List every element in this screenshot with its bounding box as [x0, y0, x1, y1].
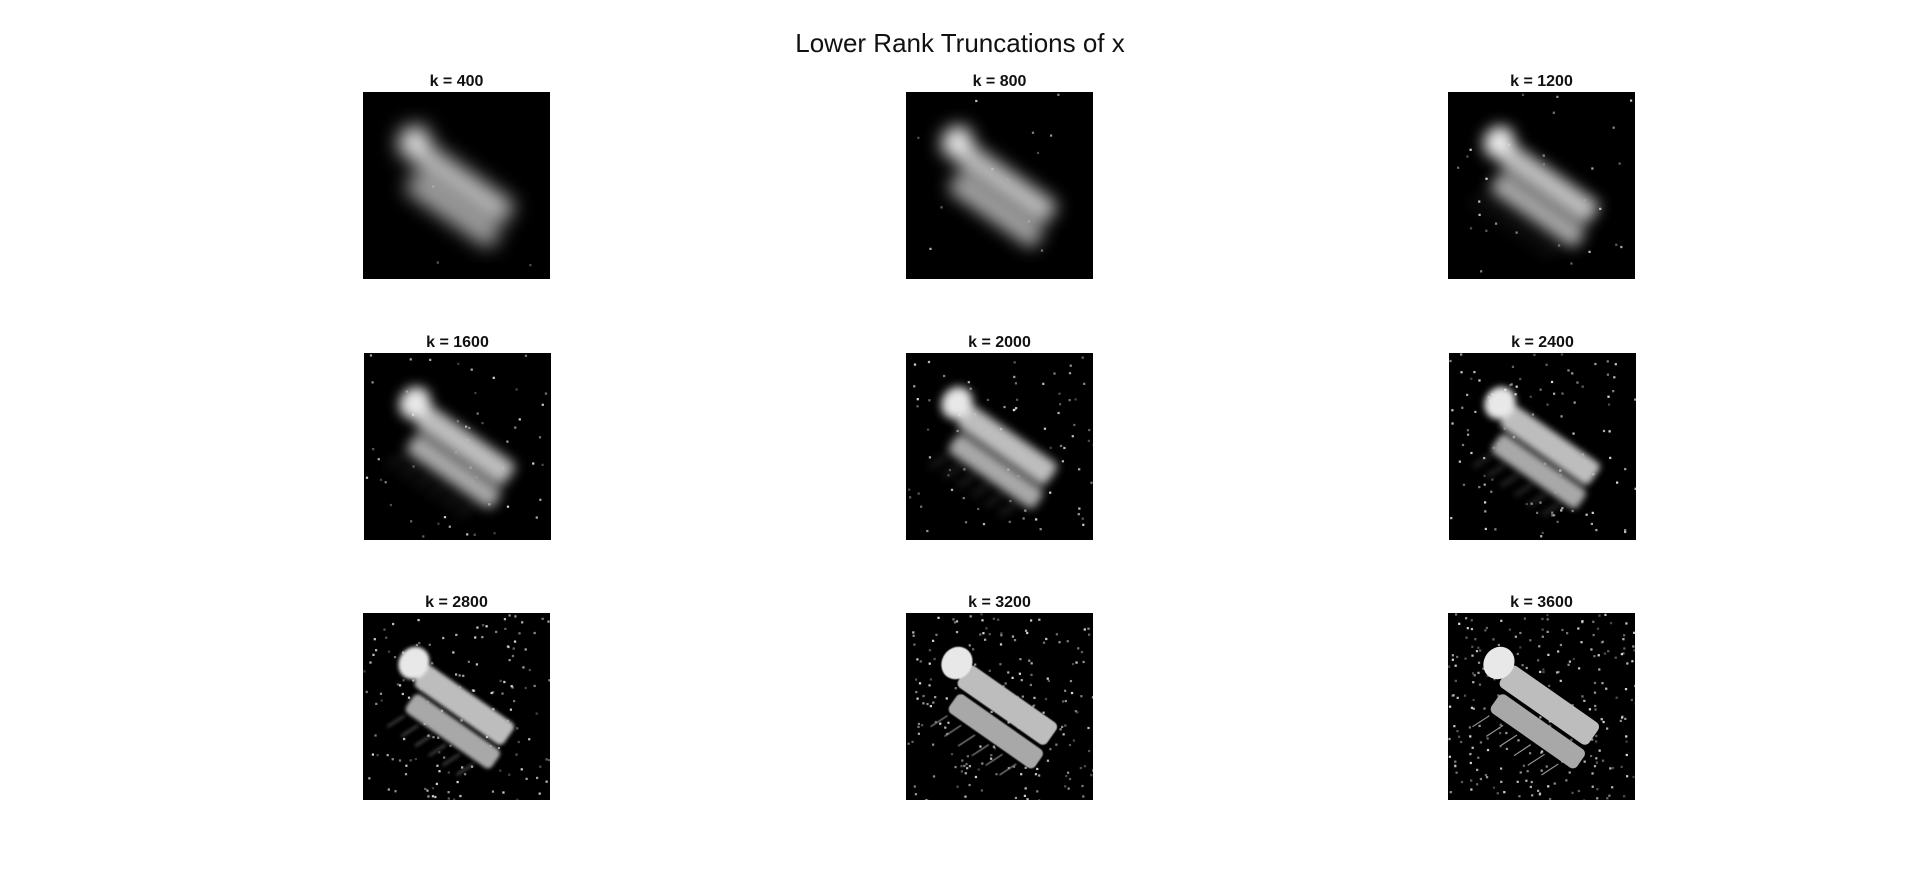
truncated-image: [906, 353, 1093, 540]
satellite-image: [906, 613, 1093, 800]
subplot-title: k = 3200: [968, 594, 1031, 611]
subplot-4: k = 1600: [364, 333, 551, 540]
truncated-image: [363, 92, 550, 279]
subplot-7: k = 2800: [363, 593, 550, 800]
subplot-title: k = 2800: [425, 594, 488, 611]
satellite-image: [1448, 613, 1635, 800]
satellite-image: [363, 613, 550, 800]
subplot-title: k = 2000: [968, 334, 1031, 351]
satellite-body: [1472, 646, 1600, 776]
truncated-image: [363, 613, 550, 800]
truncated-image: [906, 92, 1093, 279]
satellite-body: [1473, 386, 1601, 516]
subplot-3: k = 1200: [1448, 72, 1635, 279]
subplot-6: k = 2400: [1449, 333, 1636, 540]
satellite-image: [906, 92, 1093, 279]
satellite-image: [363, 92, 550, 279]
subplot-title: k = 1600: [426, 334, 489, 351]
satellite-image: [1449, 353, 1636, 540]
satellite-body: [930, 386, 1058, 516]
satellite-body: [930, 646, 1058, 776]
satellite-body: [387, 646, 515, 776]
satellite-body: [1472, 125, 1600, 255]
satellite-body: [398, 125, 515, 248]
satellite-image: [1448, 92, 1635, 279]
subplot-title: k = 400: [429, 73, 484, 90]
subplot-5: k = 2000: [906, 333, 1093, 540]
figure-title: Lower Rank Truncations of x: [795, 28, 1125, 58]
subplot-title: k = 2400: [1511, 334, 1574, 351]
subplot-1: k = 400: [363, 72, 550, 279]
subplot-2: k = 800: [906, 72, 1093, 279]
subplot-title: k = 800: [972, 73, 1027, 90]
truncated-image: [1448, 613, 1635, 800]
truncated-image: [906, 613, 1093, 800]
subplot-title: k = 1200: [1510, 73, 1573, 90]
satellite-body: [941, 125, 1058, 248]
satellite-image: [364, 353, 551, 540]
subplot-title: k = 3600: [1510, 594, 1573, 611]
subplot-8: k = 3200: [906, 593, 1093, 800]
subplot-9: k = 3600: [1448, 593, 1635, 800]
satellite-image: [906, 353, 1093, 540]
satellite-body: [388, 386, 516, 516]
truncated-image: [1448, 92, 1635, 279]
truncated-image: [364, 353, 551, 540]
truncated-image: [1449, 353, 1636, 540]
